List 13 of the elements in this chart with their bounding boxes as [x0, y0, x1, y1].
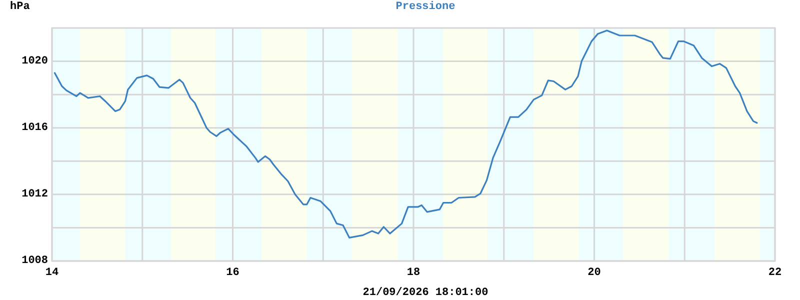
- y-tick-label: 1016: [22, 122, 48, 134]
- y-tick-label: 1020: [22, 55, 48, 68]
- line-series: [54, 30, 758, 238]
- chart-title: Pressione: [396, 1, 456, 13]
- y-tick-label: 1012: [22, 188, 48, 200]
- x-tick-label: 22: [768, 267, 782, 279]
- y-tick-label: 1008: [22, 255, 48, 267]
- x-tick-label: 18: [406, 267, 420, 279]
- x-tick-label: 16: [226, 267, 240, 279]
- x-tick-label: 20: [588, 267, 601, 279]
- x-tick-label: 14: [45, 267, 59, 279]
- y-axis-title: hPa: [10, 1, 30, 13]
- x-axis-title: 21/09/2026 18:01:00: [362, 287, 488, 299]
